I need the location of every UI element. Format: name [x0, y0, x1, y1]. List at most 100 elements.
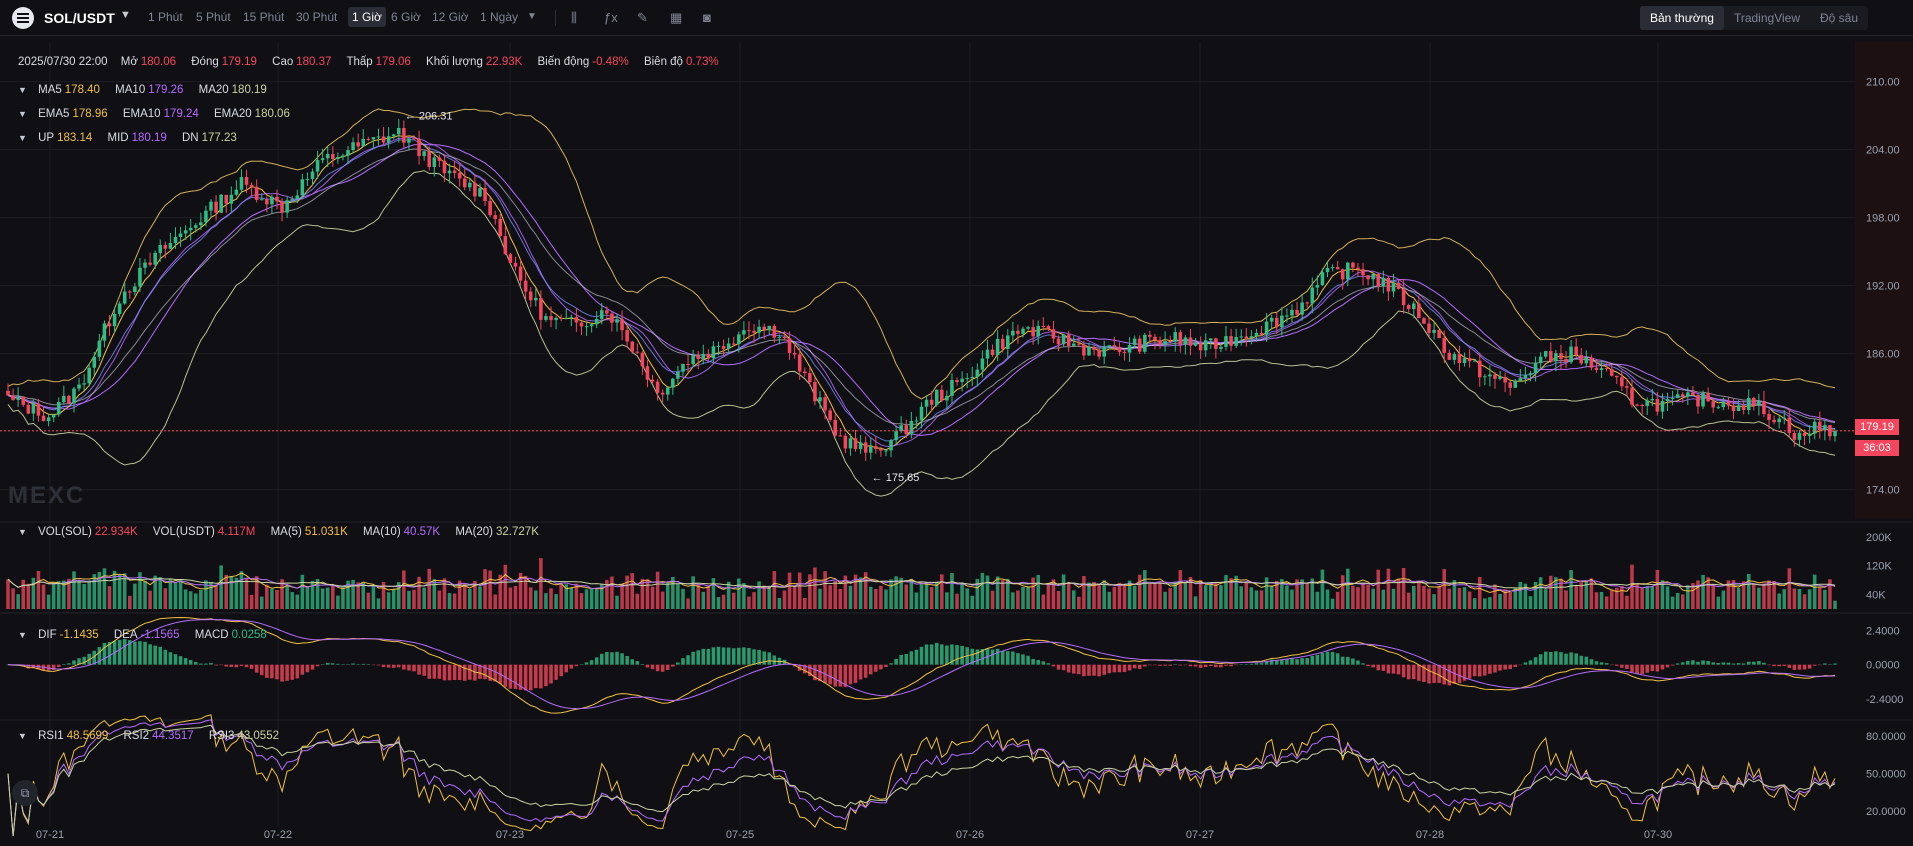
volume-bar [1620, 586, 1624, 609]
candle-body [473, 182, 477, 197]
candle-body [214, 201, 218, 213]
candle-body [843, 435, 848, 449]
chevron-down-icon[interactable]: ▼ [18, 133, 27, 143]
timeframe-1h[interactable]: 1 Giờ [348, 7, 386, 27]
candle-body [1051, 329, 1056, 339]
macd-histogram-bar [102, 642, 107, 665]
macd-histogram-bar [386, 664, 391, 668]
macd-histogram-bar [163, 649, 168, 665]
candle-body [1411, 303, 1416, 310]
macd-histogram-bar [1066, 664, 1071, 673]
timeframe-dropdown-icon[interactable]: ▼ [527, 11, 537, 22]
macd-histogram-bar [1721, 662, 1726, 665]
volume-bar [275, 589, 279, 609]
volume-bar [31, 577, 36, 609]
volume-bar [493, 594, 497, 609]
candle-body [818, 397, 822, 402]
macd-histogram-bar [1488, 664, 1492, 674]
volume-bar [1000, 580, 1005, 609]
candle-body [224, 194, 229, 204]
macd-histogram-bar [1077, 664, 1081, 675]
screenshot-camera-icon[interactable]: ◙ [703, 10, 711, 25]
volume-bar [823, 571, 827, 609]
amplitude-label: Biên độ [643, 56, 683, 68]
chevron-down-icon[interactable]: ▼ [18, 85, 27, 95]
candle-body [1148, 334, 1152, 337]
volume-bar [985, 575, 990, 609]
indicator-fx-icon[interactable]: ƒx [604, 10, 618, 25]
macd-histogram-bar [523, 664, 528, 691]
candle-body [1549, 351, 1553, 362]
tab-tradingview[interactable]: TradingView [1733, 11, 1800, 25]
chevron-down-icon[interactable]: ▼ [18, 109, 27, 119]
macd-histogram-bar [249, 664, 254, 669]
timeframe-12h[interactable]: 12 Giờ [432, 10, 469, 24]
tab-depth[interactable]: Độ sâu [1820, 11, 1859, 25]
timeframe-1m[interactable]: 1 Phút [148, 10, 183, 24]
volume-bar [158, 577, 163, 609]
candle-body [1163, 341, 1167, 345]
macd-histogram-bar [214, 664, 218, 666]
timeframe-30m[interactable]: 30 Phút [296, 10, 338, 24]
candle-body [376, 136, 381, 138]
chevron-down-icon[interactable]: ▼ [120, 9, 131, 21]
chart-settings-icon[interactable]: ⧉ [12, 780, 38, 806]
volume-bar [1325, 589, 1330, 609]
timeframe-5m[interactable]: 5 Phút [196, 10, 231, 24]
candle-body [919, 406, 924, 421]
macd-histogram-bar [437, 664, 442, 679]
layout-grid-icon[interactable]: ▦ [670, 10, 683, 25]
macd-histogram-bar [1000, 650, 1005, 665]
volume-bar [1706, 577, 1710, 609]
volume-bar [752, 592, 756, 609]
candle-body [584, 326, 589, 328]
volume-bar [163, 588, 168, 609]
candle-body [945, 395, 949, 401]
volume-bar [270, 588, 274, 609]
chart-canvas[interactable]: 210.00 204.00 198.00 192.00 186.00 174.00 ← 20… [0, 36, 1913, 846]
candle-body [696, 355, 700, 359]
candle-body [1467, 358, 1472, 362]
macd-histogram-bar [513, 664, 518, 690]
volume-bar [1817, 587, 1822, 609]
tab-standard[interactable]: Bản thường [1640, 6, 1724, 30]
timeframe-1d[interactable]: 1 Ngày [480, 10, 519, 24]
volume-bar [1792, 588, 1797, 609]
macd-histogram-bar [1219, 664, 1223, 668]
chevron-down-icon[interactable]: ▼ [18, 731, 27, 741]
chevron-down-icon[interactable]: ▼ [18, 630, 27, 640]
timeframe-6h[interactable]: 6 Giờ [391, 10, 421, 24]
candle-body [280, 201, 284, 213]
macd-histogram-bar [1498, 664, 1502, 671]
draw-pencil-icon[interactable]: ✎ [637, 10, 648, 25]
volume-bar [797, 572, 802, 609]
macd-histogram-bar [508, 664, 513, 689]
volume-bar [1305, 583, 1309, 609]
macd-histogram-bar [315, 664, 320, 667]
candle-body [1665, 399, 1670, 401]
rsi2-line [7, 719, 1836, 837]
top-toolbar: SOL/USDT ▼ 1 Phút 5 Phút 15 Phút 30 Phút… [0, 0, 1913, 36]
candle-body [772, 325, 777, 338]
candle-body [813, 382, 817, 402]
candle-body [544, 316, 548, 320]
macd-histogram-bar [1614, 664, 1619, 666]
candle-body [681, 363, 685, 372]
candle-body [483, 188, 487, 201]
macd-histogram-bar [366, 664, 371, 665]
candle-body [1797, 432, 1802, 440]
macd-histogram-bar [1757, 661, 1761, 665]
macd-histogram-bar [1127, 664, 1132, 671]
boll-up-label: UP [38, 132, 55, 144]
candle-body [858, 442, 863, 450]
candle-body [1371, 273, 1375, 280]
candle-body [1178, 332, 1183, 345]
timeframe-15m[interactable]: 15 Phút [243, 10, 285, 24]
chevron-down-icon[interactable]: ▼ [18, 527, 27, 537]
candle-body [1082, 344, 1086, 356]
macd-histogram-bar [929, 644, 934, 665]
volume-bar [523, 575, 528, 609]
symbol-name[interactable]: SOL/USDT [44, 10, 115, 26]
candle-type-icon[interactable]: ⫼ [571, 10, 577, 25]
macd-value: 0.0258 [231, 629, 267, 641]
